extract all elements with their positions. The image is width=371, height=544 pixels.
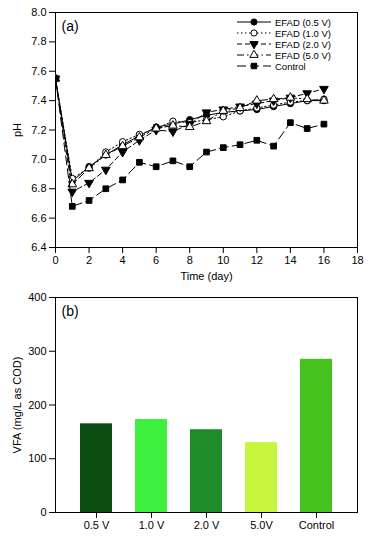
svg-text:EFAD (2.0 V): EFAD (2.0 V) — [275, 39, 331, 50]
svg-text:200: 200 — [28, 399, 46, 411]
svg-text:6.4: 6.4 — [31, 241, 46, 253]
svg-text:7.6: 7.6 — [31, 65, 46, 77]
svg-text:EFAD (0.5 V): EFAD (0.5 V) — [275, 17, 331, 28]
svg-text:14: 14 — [284, 254, 296, 266]
svg-text:7.0: 7.0 — [31, 153, 46, 165]
svg-text:6.8: 6.8 — [31, 182, 46, 194]
svg-text:0: 0 — [52, 254, 58, 266]
svg-text:12: 12 — [251, 254, 263, 266]
svg-text:7.4: 7.4 — [31, 94, 46, 106]
svg-text:EFAD (5.0 V): EFAD (5.0 V) — [275, 50, 331, 61]
svg-text:8: 8 — [187, 254, 193, 266]
svg-text:Control: Control — [275, 61, 306, 72]
svg-text:VFA (mg/L as COD): VFA (mg/L as COD) — [11, 357, 23, 454]
svg-text:100: 100 — [28, 452, 46, 464]
svg-text:1.0 V: 1.0 V — [139, 519, 165, 531]
svg-text:2.0 V: 2.0 V — [194, 519, 220, 531]
svg-text:300: 300 — [28, 345, 46, 357]
svg-text:6.6: 6.6 — [31, 212, 46, 224]
svg-text:7.8: 7.8 — [31, 35, 46, 47]
svg-text:0.5 V: 0.5 V — [84, 519, 110, 531]
svg-text:0: 0 — [40, 506, 46, 518]
svg-text:pH: pH — [11, 123, 23, 137]
svg-text:18: 18 — [351, 254, 363, 266]
svg-text:Time (day): Time (day) — [180, 270, 232, 282]
svg-text:4: 4 — [120, 254, 126, 266]
svg-text:10: 10 — [217, 254, 229, 266]
svg-text:2: 2 — [86, 254, 92, 266]
svg-text:7.2: 7.2 — [31, 124, 46, 136]
svg-text:6: 6 — [153, 254, 159, 266]
svg-text:400: 400 — [28, 291, 46, 303]
svg-text:Control: Control — [299, 519, 334, 531]
svg-text:5.0V: 5.0V — [250, 519, 273, 531]
svg-text:16: 16 — [318, 254, 330, 266]
svg-text:EFAD (1.0 V): EFAD (1.0 V) — [275, 28, 331, 39]
svg-text:(b): (b) — [62, 303, 79, 319]
svg-text:8.0: 8.0 — [31, 6, 46, 18]
svg-text:(a): (a) — [62, 18, 79, 34]
